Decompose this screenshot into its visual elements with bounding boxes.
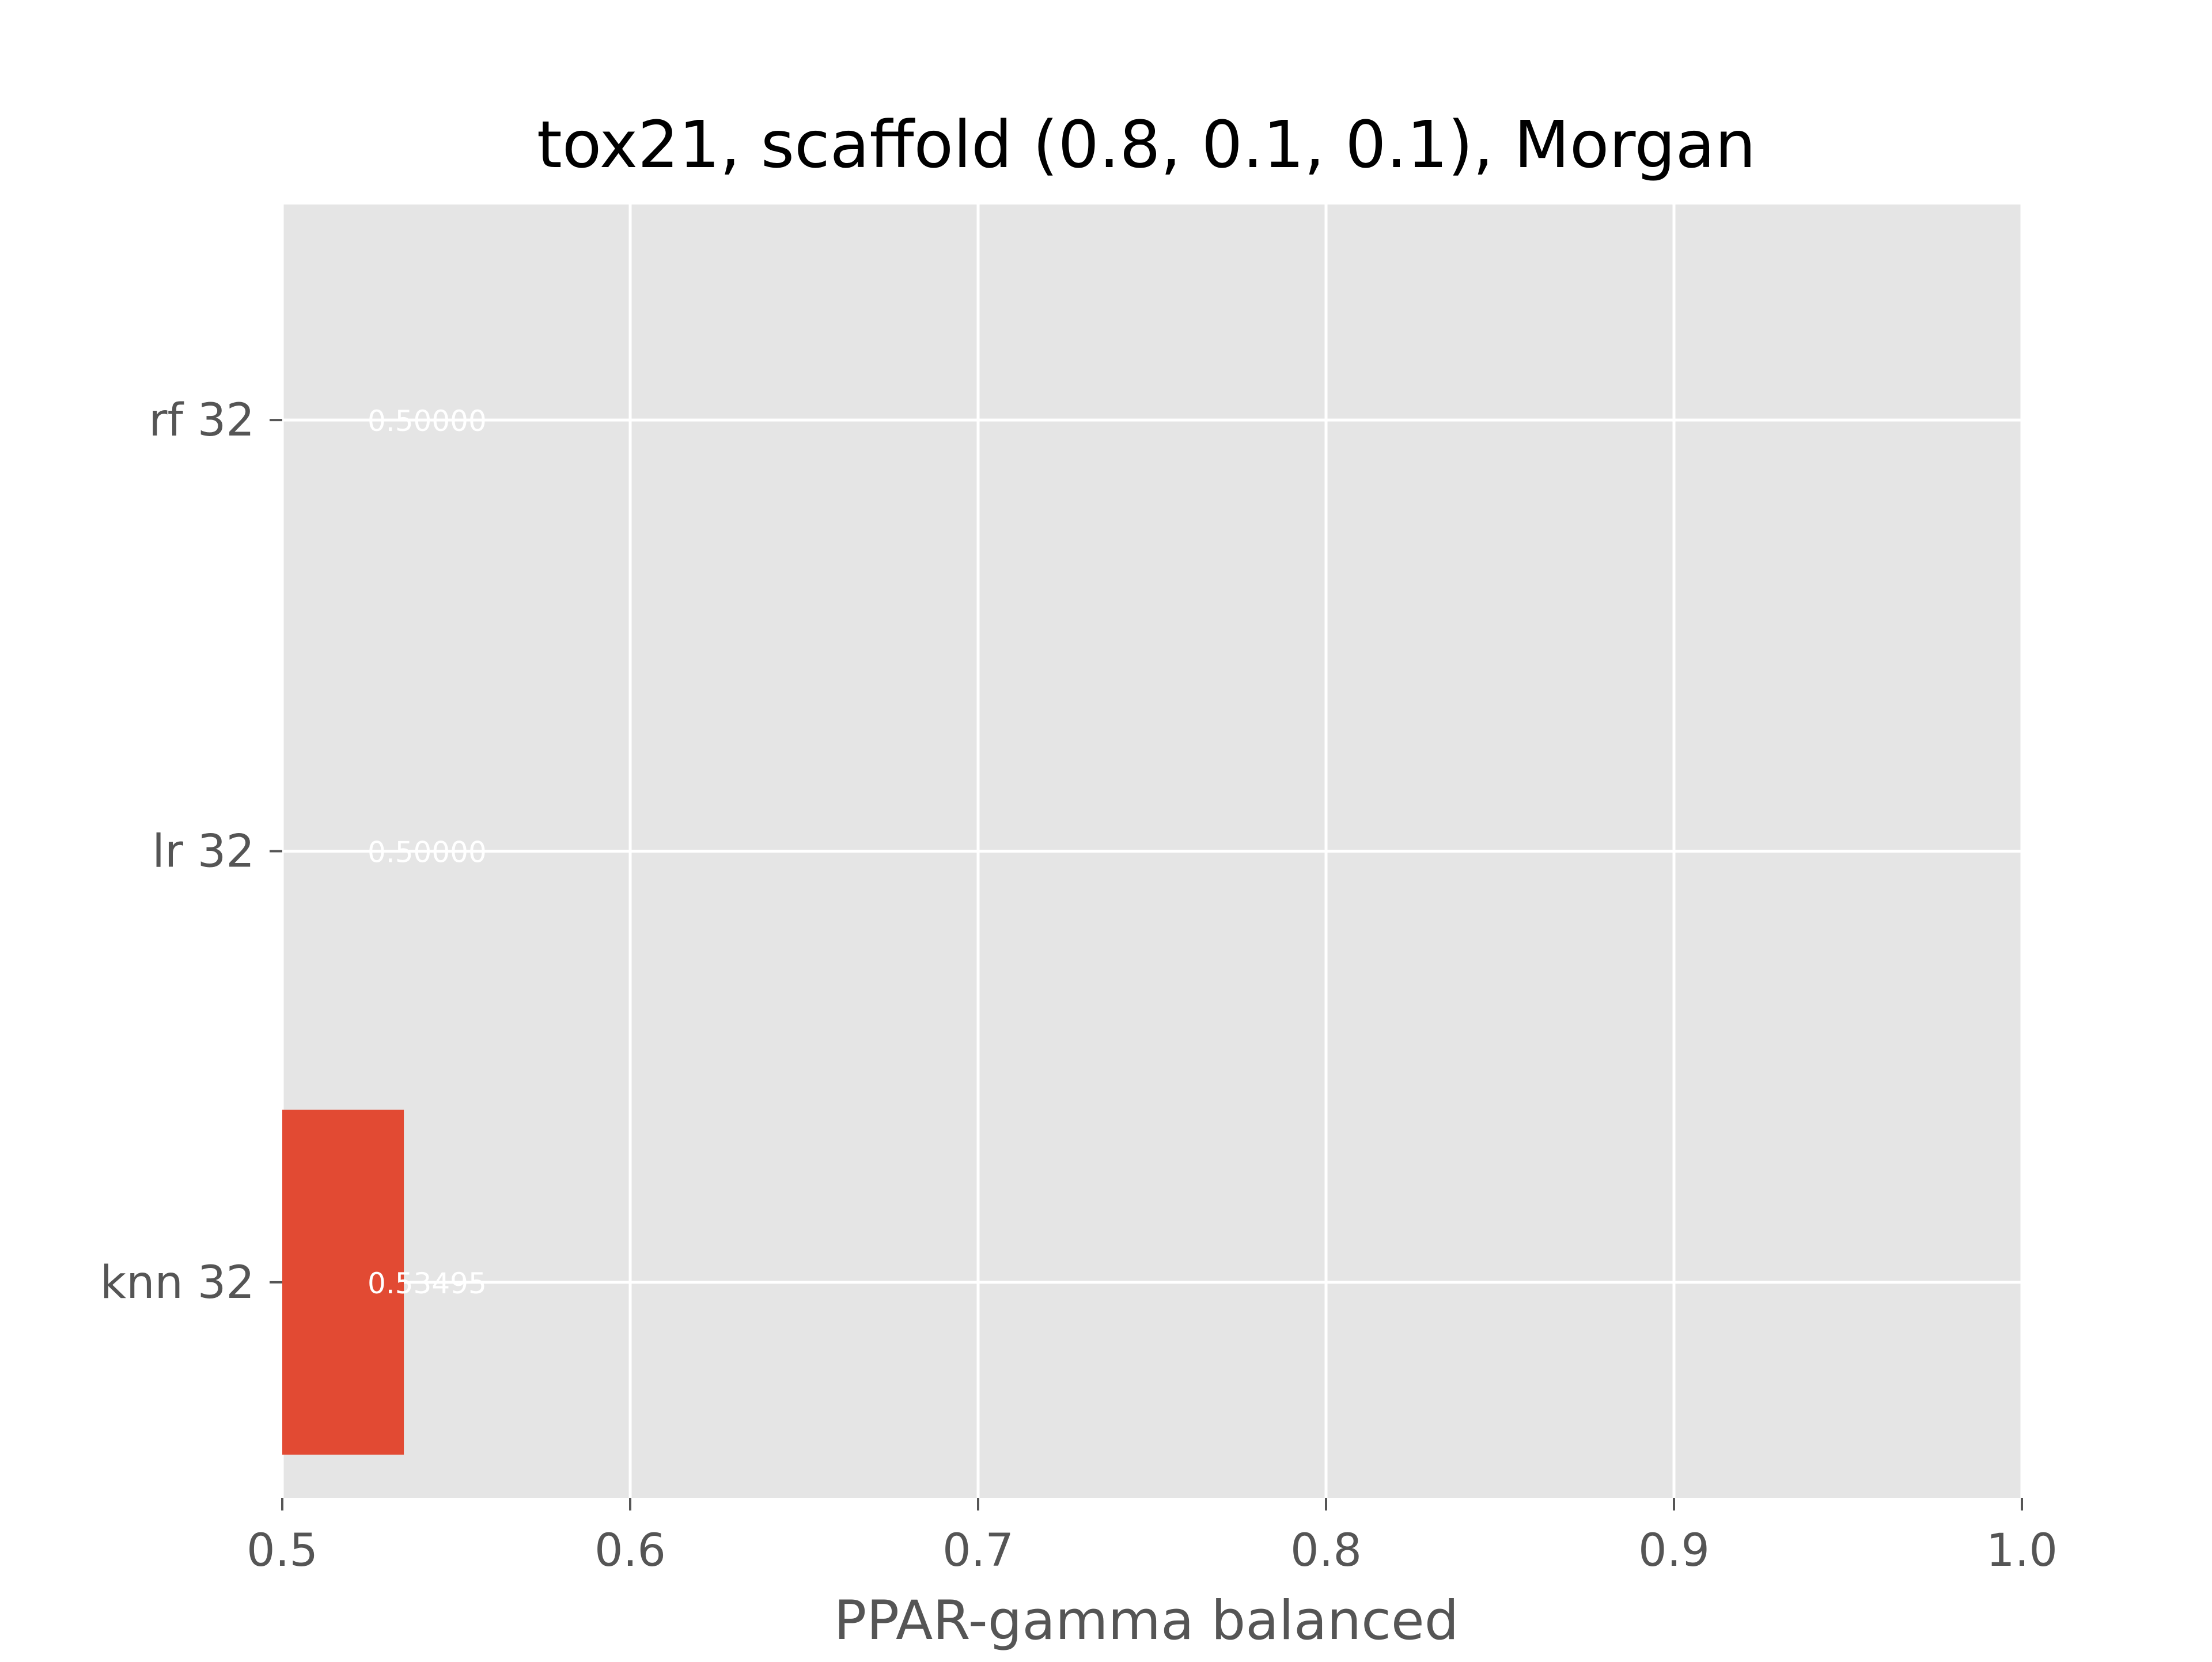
bar-knn-32	[282, 1110, 404, 1455]
bars	[282, 1110, 404, 1455]
bar-value-labels: 0.53495 0.50000 0.50000	[368, 404, 487, 1300]
x-tick-label: 1.0	[1986, 1525, 2058, 1577]
x-axis-label: PPAR-gamma balanced	[834, 1589, 1459, 1652]
bar-value-label: 0.50000	[368, 404, 487, 438]
bar-value-label: 0.53495	[368, 1267, 487, 1300]
y-tick-label: knn 32	[100, 1257, 255, 1309]
x-tick-label: 0.7	[942, 1525, 1014, 1577]
x-tick-label: 0.8	[1290, 1525, 1362, 1577]
y-tick-label: lr 32	[152, 826, 255, 878]
y-tick-label: rf 32	[149, 395, 255, 446]
y-axis-ticks: knn 32 lr 32 rf 32	[100, 395, 282, 1309]
x-axis-ticks: 0.5 0.6 0.7 0.8 0.9 1.0	[247, 1498, 2058, 1577]
bar-value-label: 0.50000	[368, 836, 487, 869]
x-tick-label: 0.6	[594, 1525, 666, 1577]
grid-lines	[281, 205, 2024, 1498]
x-tick-label: 0.5	[247, 1525, 318, 1577]
chart-title: tox21, scaffold (0.8, 0.1, 0.1), Morgan	[537, 108, 1756, 183]
x-tick-label: 0.9	[1638, 1525, 1710, 1577]
